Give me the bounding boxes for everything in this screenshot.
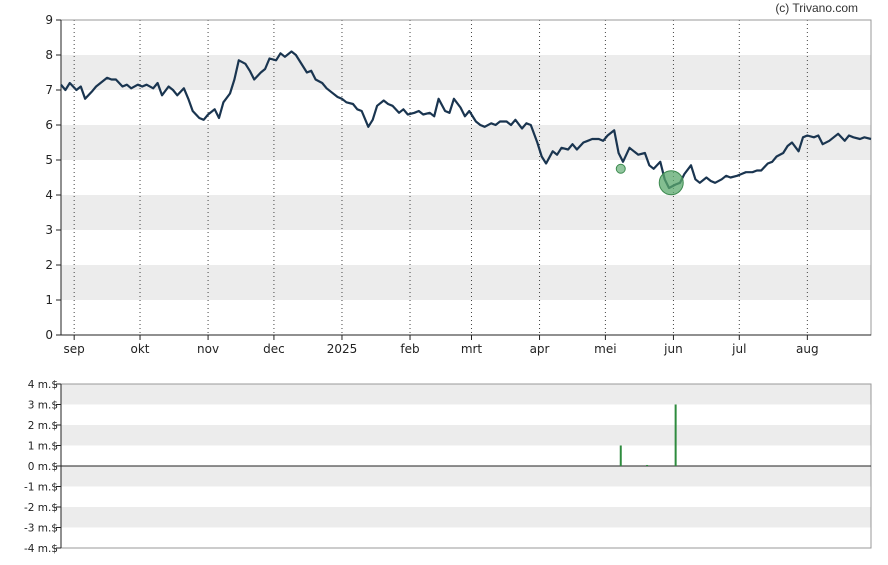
volume-y-tick-label: 0 m.$ — [28, 461, 58, 473]
price-line — [60, 50, 872, 190]
grid-band — [61, 195, 871, 230]
y-tick-label: 8 — [45, 48, 53, 62]
volume-y-tick-label: -3 m.$ — [24, 523, 58, 535]
volume-y-tick-label: 2 m.$ — [28, 420, 58, 432]
grid-band — [61, 55, 871, 90]
x-tick-label: aug — [796, 342, 819, 356]
volume-grid-band — [61, 507, 871, 528]
y-tick-label: 0 — [45, 328, 53, 342]
y-tick-label: 4 — [45, 188, 53, 202]
y-tick-label: 2 — [45, 258, 53, 272]
event-marker — [615, 163, 626, 174]
volume-grid-band — [61, 425, 871, 446]
volume-y-tick-label: 3 m.$ — [28, 400, 58, 412]
y-tick-label: 9 — [45, 13, 53, 27]
volume-grid-band — [61, 466, 871, 487]
x-tick-label: 2025 — [327, 342, 358, 356]
y-tick-label: 3 — [45, 223, 53, 237]
y-tick-label: 7 — [45, 83, 53, 97]
volume-y-tick-label: -4 m.$ — [24, 543, 58, 555]
x-tick-label: okt — [131, 342, 150, 356]
grid-band — [61, 125, 871, 160]
x-tick-label: feb — [400, 342, 419, 356]
x-tick-label: mrt — [461, 342, 483, 356]
grid-band — [61, 265, 871, 300]
y-tick-label: 5 — [45, 153, 53, 167]
y-tick-label: 1 — [45, 293, 53, 307]
y-tick-label: 6 — [45, 118, 53, 132]
x-tick-label: jul — [731, 342, 746, 356]
x-tick-label: mei — [594, 342, 616, 356]
x-tick-label: dec — [263, 342, 285, 356]
volume-y-tick-label: 1 m.$ — [28, 441, 58, 453]
x-tick-label: sep — [64, 342, 85, 356]
event-marker — [658, 170, 684, 196]
volume-y-tick-label: -1 m.$ — [24, 482, 58, 494]
x-tick-label: nov — [197, 342, 219, 356]
volume-y-tick-label: 4 m.$ — [28, 379, 58, 391]
volume-grid-band — [61, 384, 871, 405]
x-tick-label: jun — [663, 342, 683, 356]
x-tick-label: apr — [530, 342, 550, 356]
volume-y-tick-label: -2 m.$ — [24, 502, 58, 514]
credit-label: (c) Trivano.com — [775, 1, 858, 15]
